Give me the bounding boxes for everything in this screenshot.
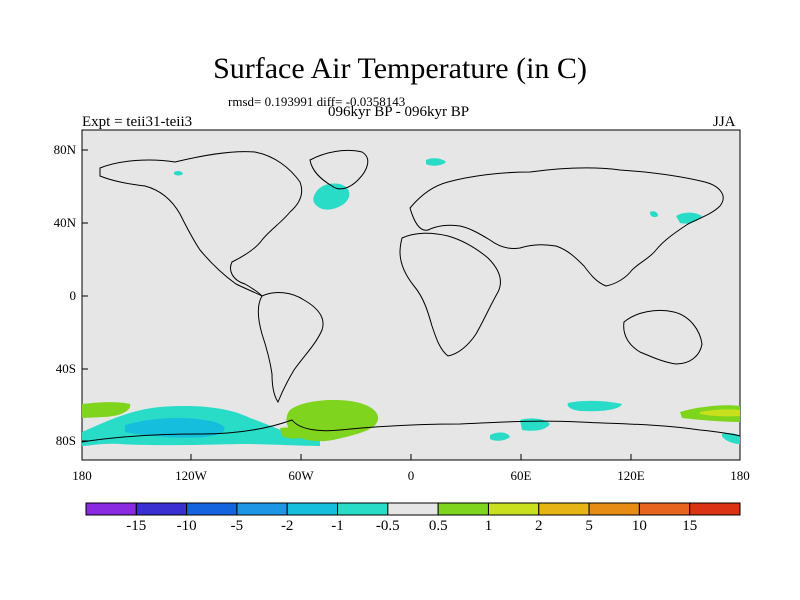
colorbar-box: [85, 502, 137, 516]
lon-label-120w: 120W: [175, 468, 207, 483]
stats-line: rmsd= 0.193991 diff= -0.0358143: [228, 94, 406, 109]
cyan-region-south-indian: [567, 400, 622, 412]
colorbar-label: -5: [230, 518, 244, 534]
coast-africa: [399, 232, 501, 357]
cyan-patch-japan: [650, 211, 658, 218]
colorbar-box: [487, 502, 540, 516]
experiment-label: Expt = teii31-teii3: [82, 114, 193, 130]
colorbar-label: 0.5: [428, 518, 448, 534]
colorbar-box: [538, 502, 590, 516]
lat-label-80s: 80S: [55, 433, 76, 448]
colorbar-label: 2: [535, 518, 543, 534]
lat-label-0: 0: [69, 288, 77, 303]
green-patch-peninsula: [280, 427, 310, 439]
colorbar-label: -0.5: [375, 518, 400, 534]
coast-greenland: [309, 149, 369, 190]
lat-label-80n: 80N: [53, 142, 76, 157]
colorbar-box: [387, 502, 439, 516]
cyan-patch-east: [722, 433, 740, 444]
lon-ticks: [190, 454, 632, 460]
map-title: Surface Air Temperature (in C): [213, 52, 587, 85]
coast-antarctica: [81, 419, 741, 443]
colorbar-label: 10: [631, 518, 647, 534]
colorbar-box: [286, 502, 339, 516]
period-line: 096kyr BP - 096kyr BP: [328, 104, 470, 120]
colorbar-label: -10: [176, 518, 197, 534]
cyan-region-north-atlantic: [313, 183, 350, 210]
lon-label-120e: 120E: [617, 468, 645, 483]
colorbar-box: [135, 502, 188, 516]
coast-australia: [623, 309, 703, 365]
coast-south-america: [257, 292, 324, 404]
lon-label-180e: 180: [730, 468, 750, 483]
cyan-patch-small: [490, 432, 510, 441]
colorbar-label: -1: [331, 518, 344, 534]
green-region-south-pacific: [82, 402, 131, 418]
coast-eurasia: [409, 167, 724, 287]
yellow-patch-southeast: [700, 409, 740, 417]
colorbar-label: 5: [585, 518, 593, 534]
colorbar-box: [437, 502, 489, 516]
colorbar-label: -15: [126, 518, 147, 534]
colorbar-box: [236, 502, 288, 516]
colorbar-label: -2: [280, 518, 294, 534]
colorbar-box: [337, 502, 389, 516]
green-region-weddell-sea: [286, 400, 379, 442]
cyan-patch-alaska: [174, 170, 183, 176]
colorbar-label: 1: [484, 518, 493, 534]
cyan-patch-arctic: [426, 158, 446, 166]
colorbar-box: [638, 502, 691, 516]
coastlines: [81, 149, 741, 443]
lon-label-180w: 180: [72, 468, 92, 483]
blue-region-ross-sea: [125, 418, 225, 438]
coast-north-america: [99, 151, 303, 297]
lat-label-40s: 40S: [55, 361, 76, 376]
lon-label-60w: 60W: [288, 468, 314, 483]
map-field: [81, 129, 741, 461]
lat-label-40n: 40N: [53, 215, 76, 230]
lon-label-60e: 60E: [510, 468, 532, 483]
lat-ticks: [82, 149, 88, 442]
colorbar-box: [689, 502, 741, 516]
colorbar-label: 15: [682, 518, 698, 534]
colorbar-box: [186, 502, 238, 516]
colorbar-box: [588, 502, 640, 516]
lon-label-0: 0: [407, 468, 415, 483]
season-label: JJA: [713, 114, 736, 130]
colorbar: [85, 502, 741, 516]
